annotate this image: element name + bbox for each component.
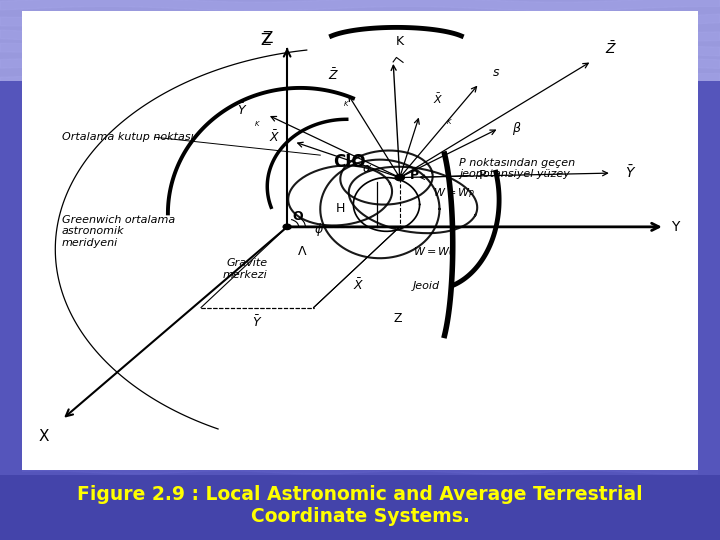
Text: $\bar{Y}$: $\bar{Y}$ <box>237 103 248 118</box>
Text: K: K <box>396 35 404 48</box>
Text: X: X <box>38 429 49 443</box>
Text: P: P <box>480 169 487 182</box>
Text: O: O <box>292 210 303 223</box>
Text: P noktasından geçen
jeopotansiyel yüzey: P noktasından geçen jeopotansiyel yüzey <box>459 158 575 179</box>
Text: Gravite
merkezi: Gravite merkezi <box>222 258 267 280</box>
Text: $\beta$: $\beta$ <box>513 120 522 137</box>
Text: Coordinate Systems.: Coordinate Systems. <box>251 507 469 526</box>
Text: Ortalama kutup noktası: Ortalama kutup noktası <box>62 132 194 142</box>
Bar <box>0 0 720 243</box>
Text: $\bar{X}$: $\bar{X}$ <box>354 278 365 293</box>
Text: Greenwich ortalama
astronomik
meridyeni: Greenwich ortalama astronomik meridyeni <box>62 215 175 248</box>
Text: $\bar{Z}$: $\bar{Z}$ <box>328 68 339 84</box>
Text: $\bar{X}$: $\bar{X}$ <box>433 92 444 106</box>
Text: Figure 2.9 : Local Astronomic and Average Terrestrial: Figure 2.9 : Local Astronomic and Averag… <box>77 484 643 504</box>
Text: $\alpha$: $\alpha$ <box>361 162 372 175</box>
Bar <box>698 81 720 475</box>
Text: $\Lambda$: $\Lambda$ <box>297 245 307 258</box>
Text: $\bar{Y}$: $\bar{Y}$ <box>252 314 263 330</box>
Text: Y: Y <box>671 220 680 234</box>
Text: $W=W_0$: $W=W_0$ <box>413 245 455 259</box>
Text: Jeoid: Jeoid <box>413 281 440 291</box>
Text: $_{K}$: $_{K}$ <box>253 119 261 129</box>
Text: $W=W_P$: $W=W_P$ <box>433 186 475 200</box>
Circle shape <box>395 174 405 181</box>
Text: $\bar{X}$: $\bar{X}$ <box>269 130 281 145</box>
Text: $\bar{Z}$: $\bar{Z}$ <box>605 40 617 57</box>
Text: P: P <box>410 169 419 182</box>
Text: $_{K}$: $_{K}$ <box>343 99 350 109</box>
Text: Z: Z <box>262 31 273 46</box>
Text: $\bar{Y}$: $\bar{Y}$ <box>625 165 636 181</box>
Circle shape <box>283 224 291 230</box>
Bar <box>0 81 22 475</box>
Text: $_{K}$: $_{K}$ <box>446 117 453 127</box>
Text: CIO: CIO <box>333 153 366 171</box>
Bar <box>0 475 720 540</box>
Bar <box>0 243 720 475</box>
Text: Z: Z <box>393 312 402 325</box>
Text: $\phi$: $\phi$ <box>314 221 323 238</box>
Text: Z: Z <box>260 33 271 49</box>
Text: H: H <box>336 202 345 215</box>
Bar <box>22 11 698 470</box>
Text: $s$: $s$ <box>492 66 500 79</box>
